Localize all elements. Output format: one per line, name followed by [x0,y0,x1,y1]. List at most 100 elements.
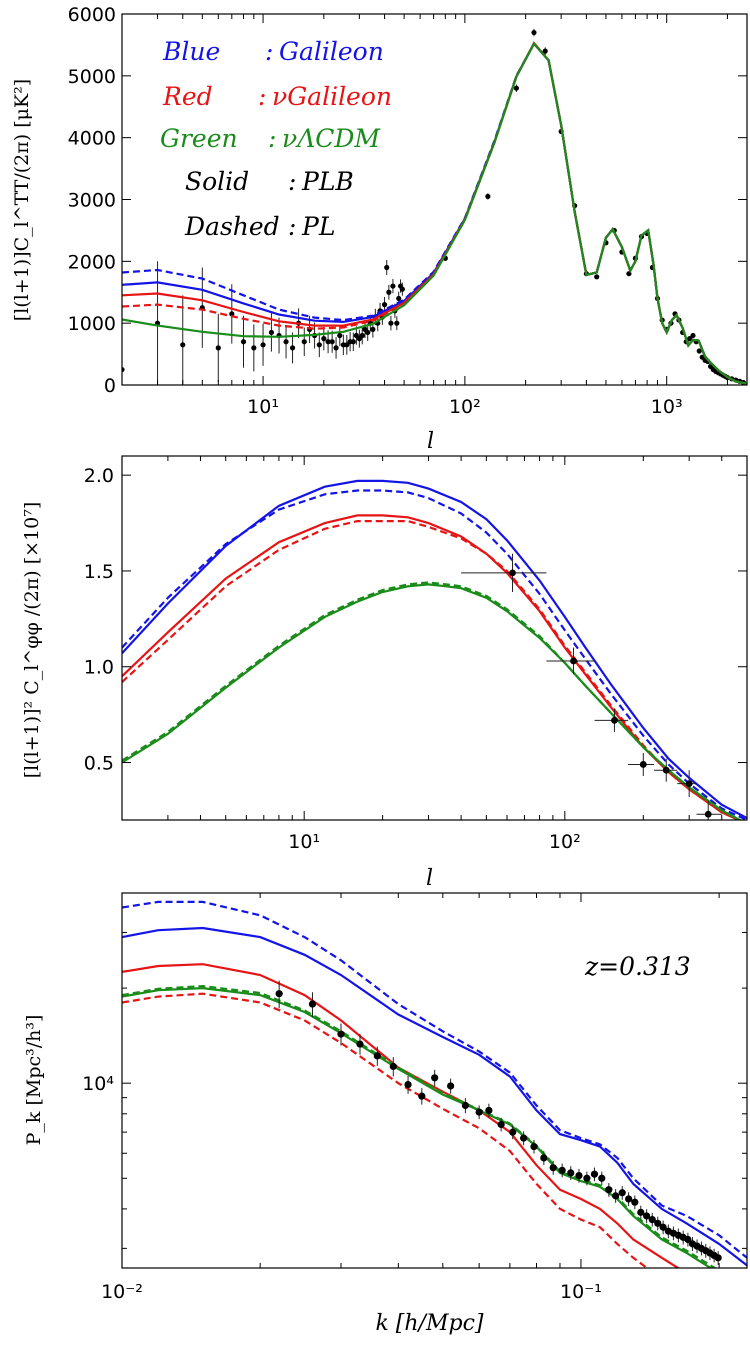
tt-data-point [365,329,371,336]
matter-data-point [583,1174,591,1182]
tt-plot-area [122,28,747,385]
tt-data-point [370,326,376,332]
matter-data-point [275,990,283,998]
matter-data-point [418,1092,426,1100]
lensing-curve-4 [122,583,743,820]
tt-y-tick-label: 6000 [68,4,116,26]
matter-axes-frame [121,892,748,1269]
lensing-data-point [611,716,618,724]
matter-y-axis-label: P_k [Mpc³/h³] [23,1015,45,1146]
tt-axes-frame [121,13,748,386]
tt-curve-4 [122,41,747,385]
legend-separator: : [258,82,266,111]
legend-separator: : [288,167,296,196]
matter-data-point [520,1134,528,1142]
matter-data-point [540,1154,548,1162]
tt-x-tick-label: 10² [449,396,481,418]
matter-data-point [461,1101,470,1110]
matter-data-point [605,1186,613,1194]
lensing-plot-area [122,479,747,820]
matter-x-tick-label: 10⁻¹ [560,1281,602,1303]
tt-data-point [229,311,235,317]
lensing-curve-3 [122,520,742,820]
lensing-curve-0 [122,479,747,820]
lensing-axes-frame [121,455,748,821]
tt-y-tick-label: 4000 [68,128,116,150]
lensing-x-tick-label: 10² [549,831,581,853]
matter-curve-3 [122,992,649,1268]
tt-y-tick-label: 5000 [68,66,116,88]
legend-key-4: Dashed [184,212,280,241]
matter-data-point [549,1164,557,1172]
matter-power-panel: 10⁻² 10⁻¹ 10⁴ z=0.313 k [h/Mpc] P_k [Mpc³/h³] [23,892,748,1336]
matter-data-point [447,1082,455,1090]
tt-data-point [251,345,257,351]
matter-data-point [373,1052,381,1060]
tt-data-point [268,329,275,336]
lensing-data-point [570,657,577,665]
lensing-curve-2 [122,514,742,820]
matter-data-point [625,1195,633,1203]
lensing-y-tick-label: 0.5 [84,753,114,775]
matter-data-point [567,1169,575,1177]
tt-data-point [301,339,307,345]
legend-key-3: Solid [185,167,249,196]
tt-data-point [696,348,702,354]
legend-separator: : [268,124,276,153]
matter-data-point [308,1000,317,1008]
tt-data-point [531,29,537,36]
tt-y-tick-label: 3000 [68,190,116,212]
matter-data-point [637,1208,645,1216]
tt-data-point [316,342,322,348]
legend-value-1: νGalileon [272,82,392,111]
tt-spectrum-panel: 0 1000 2000 3000 4000 5000 6000 10¹ 10² 10³ l [l(l+… [11,4,748,454]
matter-data-point [648,1215,656,1224]
matter-data-point [337,1030,345,1038]
matter-data-point [431,1074,439,1082]
matter-data-point [485,1106,493,1115]
lensing-data-point [639,761,647,768]
tt-data-point [485,193,491,200]
lensing-y-axis-label: [l(l+1)]² C_l^φφ /(2π) [×10⁷] [21,502,43,779]
tt-data-point [690,332,696,339]
legend-value-3: PLB [301,167,354,196]
lensing-spectrum-panel: 0.5 1.0 1.5 2.0 10¹ 10² l [l(l+1)]² C_l^φφ /(2π… [21,455,748,891]
tt-data-point [329,339,335,345]
tt-data-point [240,339,247,345]
tt-x-tick-label: 10³ [651,396,683,418]
tt-data-point [399,286,405,292]
legend-key-0: Blue [162,37,220,66]
matter-data-point [590,1170,599,1178]
matter-data-point [558,1166,566,1174]
tt-data-point [381,302,388,308]
matter-x-axis-label: k [h/Mpc] [375,1311,483,1336]
matter-data-point [659,1223,667,1231]
legend-separator: : [265,37,273,66]
tt-data-point [337,332,343,339]
matter-data-point [598,1174,606,1182]
tt-y-tick-label: 0 [104,375,116,397]
matter-data-point [509,1128,517,1136]
tt-data-point [687,336,693,342]
legend-key-2: Green [160,124,238,153]
tt-data-point [180,342,186,348]
matter-x-tick-label: 10⁻² [101,1281,143,1303]
lensing-data-point [704,810,712,818]
lensing-curve-5 [122,581,743,820]
lensing-data-point [685,780,693,787]
redshift-annotation: z=0.313 [584,952,691,981]
matter-data-point [389,1062,397,1071]
legend-key-1: Red [162,82,213,111]
legend-value-4: PL [301,212,335,241]
tt-data-point [396,295,402,302]
legend-separator: : [288,212,296,241]
tt-x-tick-label: 10¹ [247,396,279,418]
tt-x-axis-label: l [427,429,434,454]
tt-data-point [333,345,339,351]
tt-data-point [325,339,331,345]
matter-curve-2 [122,963,681,1268]
lensing-data-point [662,766,670,774]
matter-data-point [356,1040,364,1048]
matter-data-point [631,1198,639,1206]
matter-data-point [684,1235,692,1244]
